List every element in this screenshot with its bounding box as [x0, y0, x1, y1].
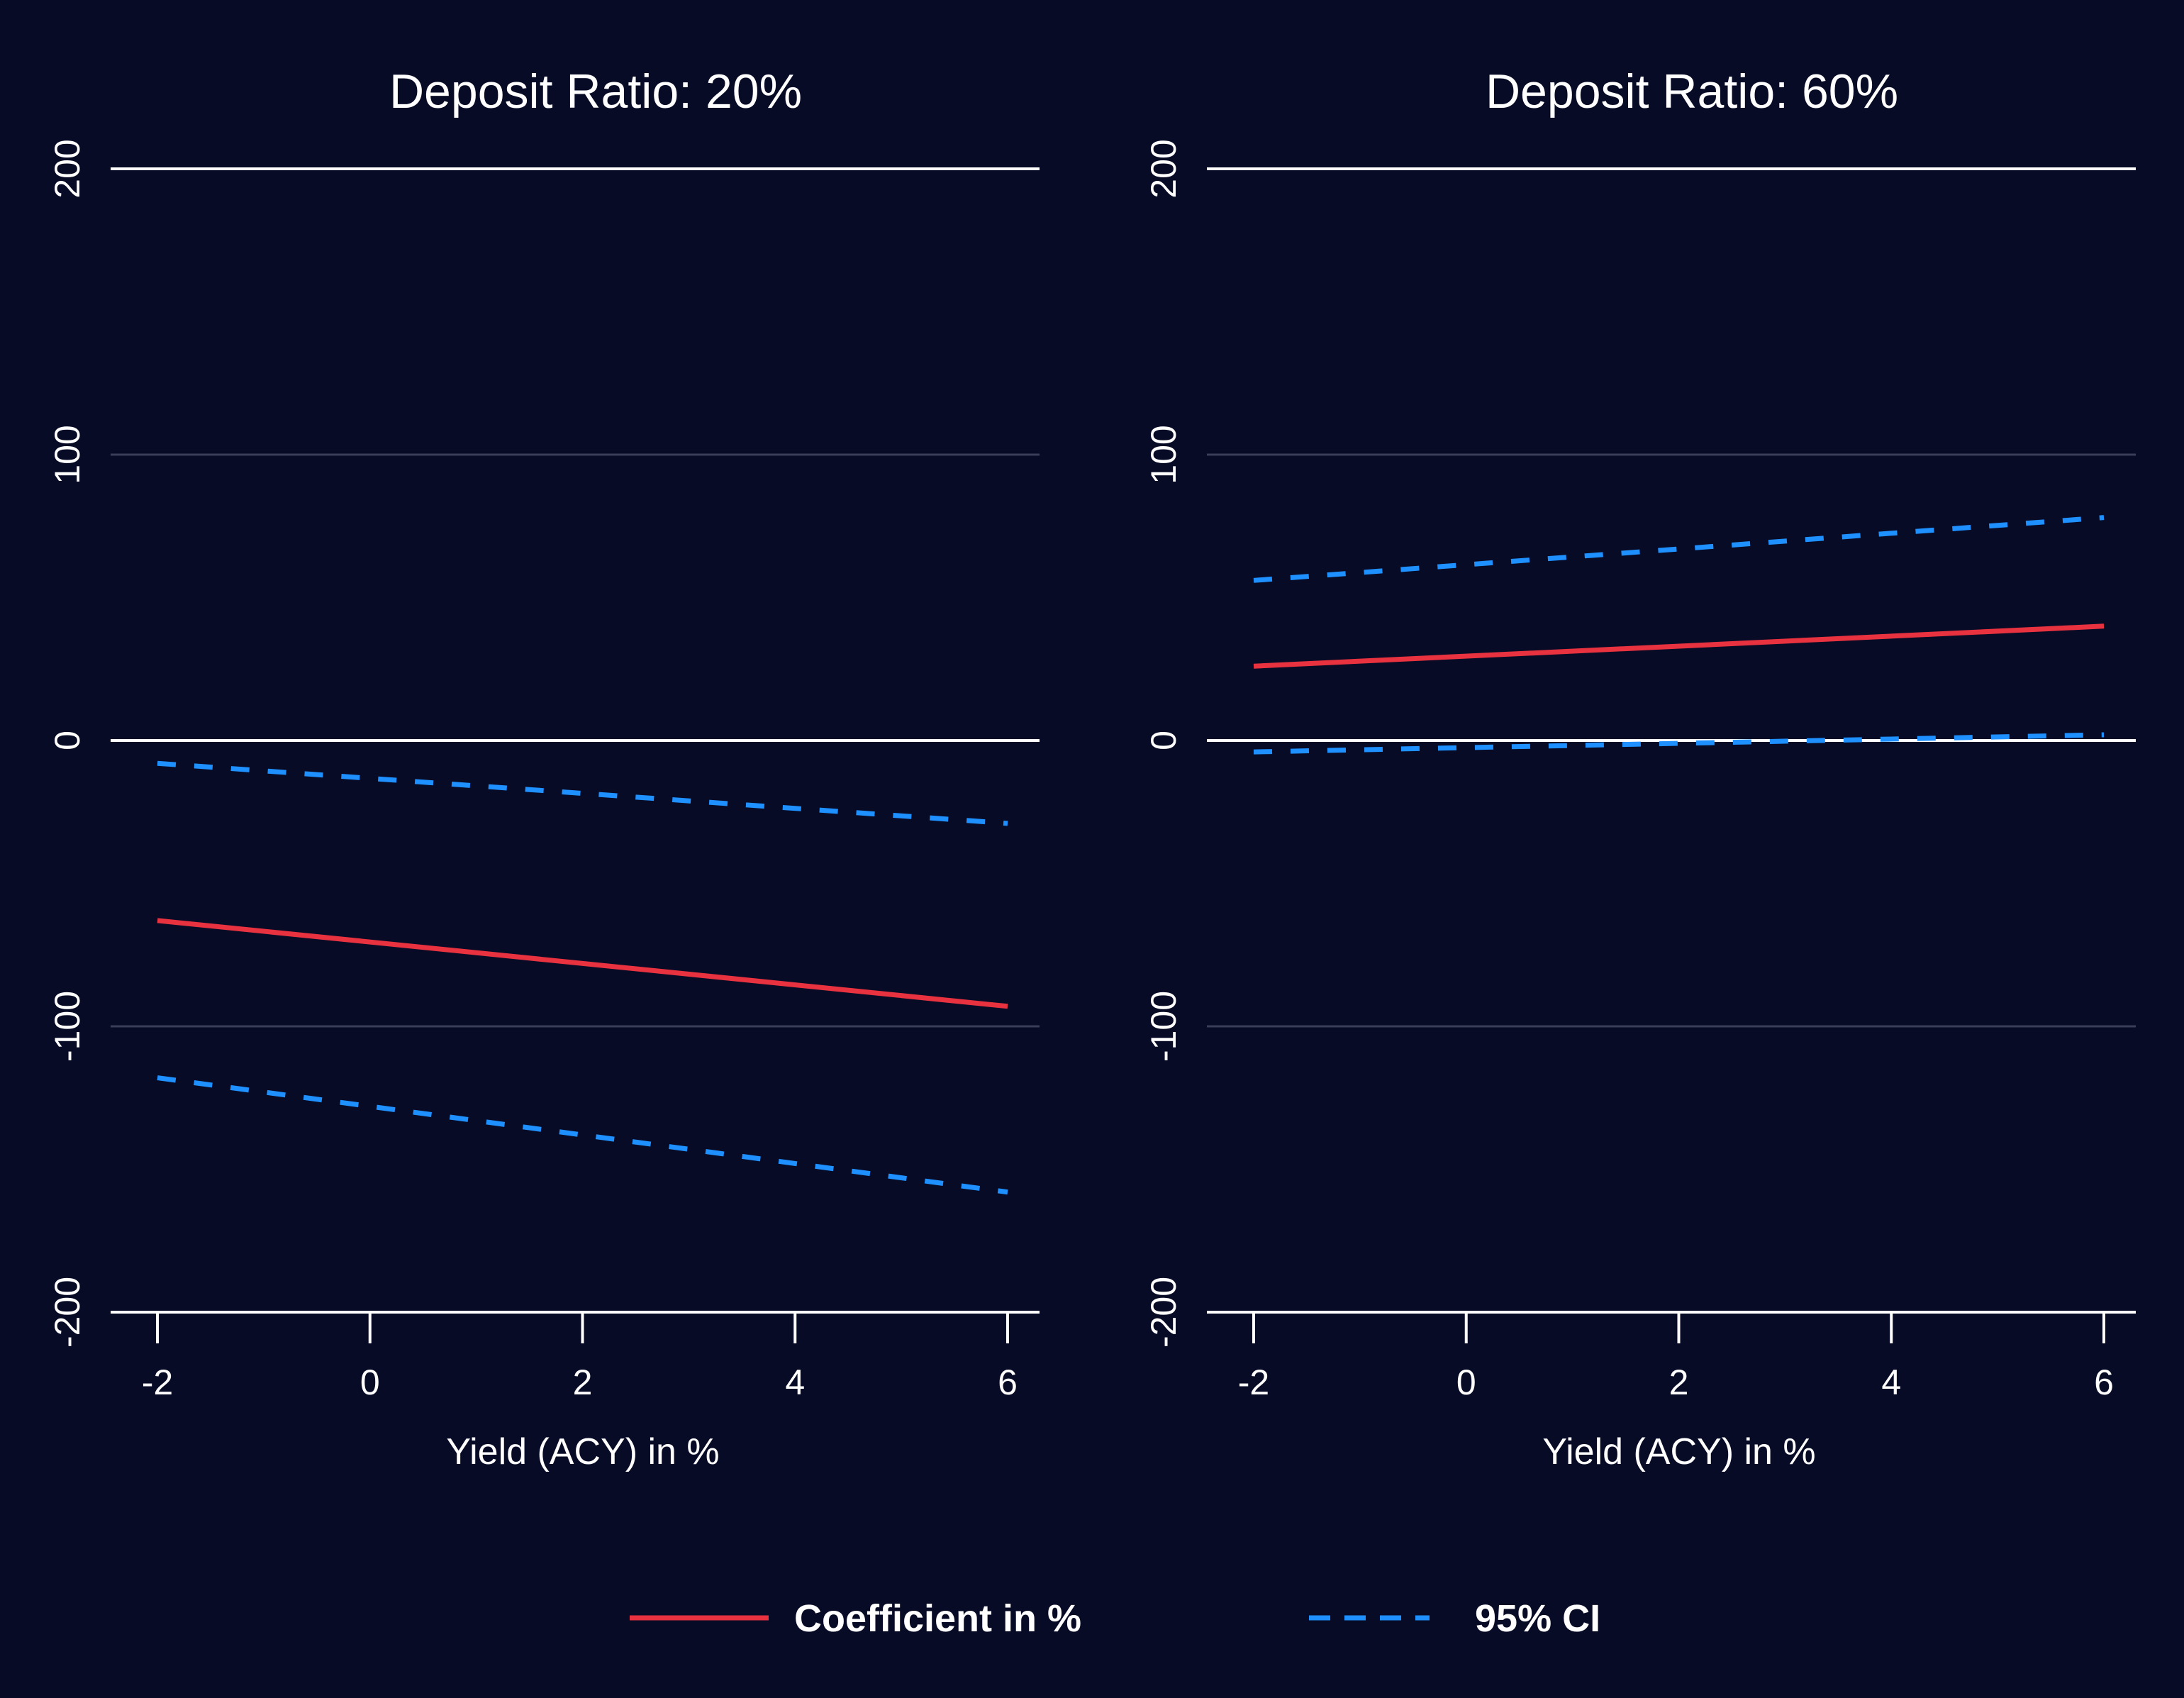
legend-label-ci: 95% CI — [1475, 1597, 1600, 1640]
ci-bound-line — [157, 1075, 1008, 1195]
y-tick-label: 200 — [48, 139, 87, 198]
axes: -200 -100 0 100 200 -2 0 2 4 6 — [48, 139, 1018, 1402]
x-axis-label: Yield (ACY) in % — [1542, 1431, 1815, 1472]
axes: -200 -100 0 100 200 -2 0 2 4 6 — [1144, 139, 2114, 1402]
y-tick-label: 100 — [48, 425, 87, 484]
coefficient-line — [1253, 623, 2105, 669]
y-tick-label: 0 — [1144, 731, 1183, 750]
gridlines — [111, 167, 1040, 1314]
x-tick-label: 4 — [1881, 1363, 1901, 1402]
legend-label-coefficient: Coefficient in % — [794, 1597, 1081, 1640]
y-tick-label: 0 — [48, 731, 87, 750]
x-axis-label: Yield (ACY) in % — [446, 1431, 719, 1472]
x-tick-label: 2 — [1669, 1363, 1689, 1402]
y-tick-label: 200 — [1144, 139, 1183, 198]
y-tick-label: -200 — [1144, 1277, 1183, 1348]
x-tick-label: 2 — [573, 1363, 593, 1402]
y-tick-label: -200 — [48, 1277, 87, 1348]
chart-title: Deposit Ratio: 20% — [389, 65, 802, 118]
series-layer — [1253, 515, 2105, 755]
ci-bound-line — [157, 760, 1008, 826]
chart-panel-right: Deposit Ratio: 60% -200 -100 0 100 200 -2 0 2 4 6… — [1144, 65, 2136, 1472]
gridlines — [1207, 167, 2136, 1314]
ci-bound-line — [1253, 732, 2105, 755]
y-tick-label: -100 — [1144, 991, 1183, 1062]
series-layer — [157, 760, 1008, 1195]
x-tick-label: -2 — [142, 1363, 173, 1402]
x-tick-label: 4 — [785, 1363, 805, 1402]
y-tick-label: 100 — [1144, 425, 1183, 484]
x-tick-label: 6 — [2094, 1363, 2114, 1402]
chart-title: Deposit Ratio: 60% — [1486, 65, 1898, 118]
legend: Coefficient in % 95% CI — [630, 1597, 1600, 1640]
y-tick-label: -100 — [48, 991, 87, 1062]
ci-bound-line — [1253, 515, 2105, 583]
x-tick-label: 6 — [998, 1363, 1018, 1402]
chart-panel-left: Deposit Ratio: 20% -200 -100 0 100 200 -2 0 2 4 6… — [48, 65, 1040, 1472]
x-tick-label: 0 — [360, 1363, 380, 1402]
x-tick-label: 0 — [1456, 1363, 1476, 1402]
x-tick-label: -2 — [1238, 1363, 1269, 1402]
coefficient-line — [157, 918, 1008, 1009]
